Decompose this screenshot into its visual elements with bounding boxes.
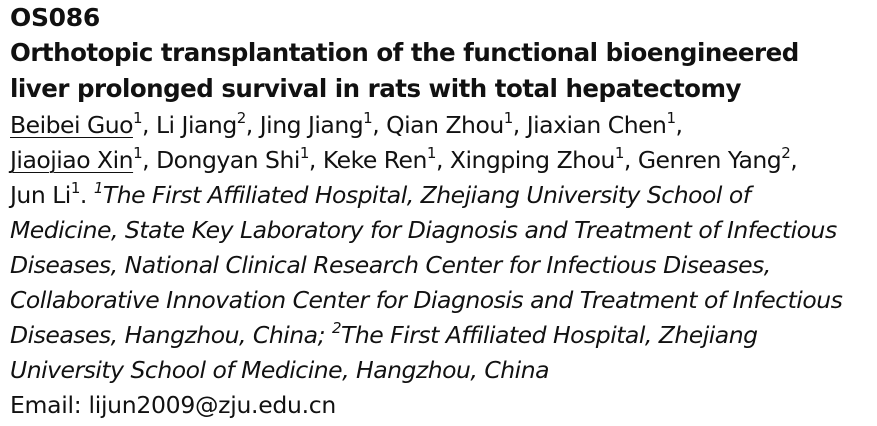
author: Li Jiang2 bbox=[155, 109, 246, 139]
author: Beibei Guo1 bbox=[10, 109, 143, 139]
author: Xingping Zhou1 bbox=[449, 144, 624, 174]
author: Jiaxian Chen1 bbox=[526, 109, 676, 139]
abstract-code: OS086 bbox=[10, 3, 100, 32]
author: Dongyan Shi1 bbox=[156, 144, 309, 174]
author-block: Beibei Guo1, Li Jiang2, Jing Jiang1, Qia… bbox=[10, 109, 843, 384]
affiliation-marker: 1 bbox=[93, 179, 104, 198]
author: Jing Jiang1 bbox=[259, 109, 373, 139]
author: Jiaojiao Xin1 bbox=[10, 144, 143, 174]
author: Jun Li1 bbox=[10, 179, 80, 209]
author: Keke Ren1 bbox=[322, 144, 437, 174]
author: Qian Zhou1 bbox=[386, 109, 513, 139]
author: Genren Yang2 bbox=[637, 144, 791, 174]
affiliation-text: The First Affiliated Hospital, Zhejiang … bbox=[10, 181, 843, 349]
email-label: Email: bbox=[10, 391, 82, 419]
affiliation-text: The First Affiliated Hospital, Zhejiang … bbox=[10, 321, 758, 384]
email-address[interactable]: lijun2009@zju.edu.cn bbox=[88, 391, 337, 419]
abstract-title: Orthotopic transplantation of the functi… bbox=[10, 38, 799, 103]
email-line: Email: lijun2009@zju.edu.cn bbox=[10, 388, 863, 423]
affiliation-marker: 2 bbox=[331, 319, 342, 338]
affiliations: 1The First Affiliated Hospital, Zhejiang… bbox=[10, 179, 843, 384]
